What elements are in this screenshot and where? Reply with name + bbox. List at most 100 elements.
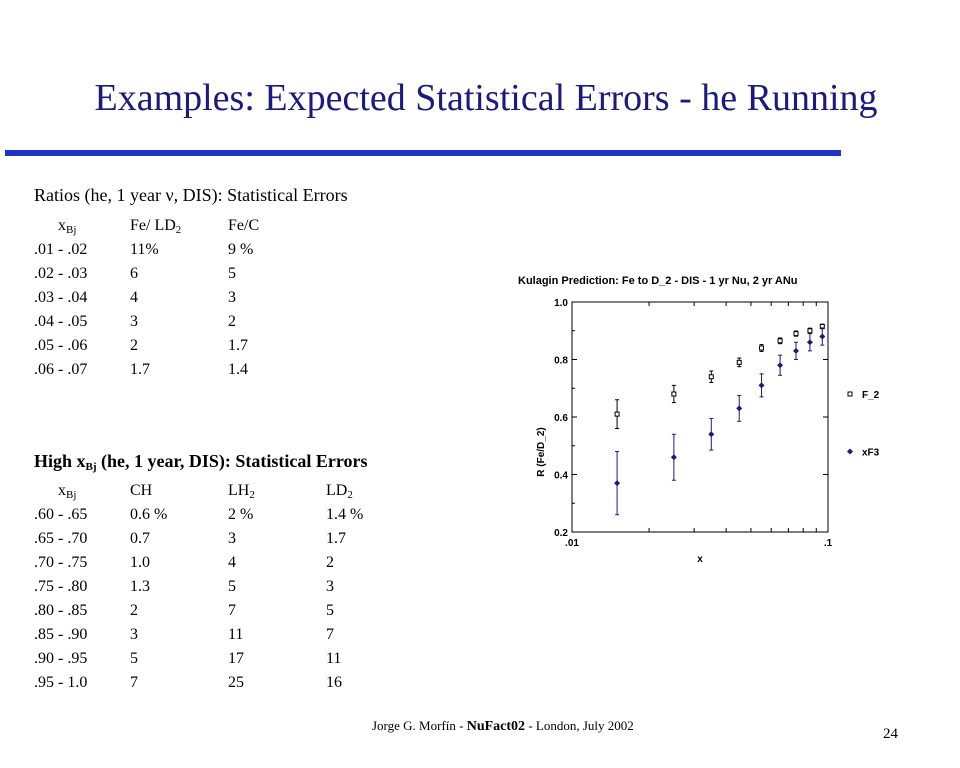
high-x-cell: 2 — [130, 602, 138, 619]
high-x-header-row: xBj CH LH2 LD2 — [34, 481, 406, 505]
y-axis-label: R (Fe/D_2) — [536, 427, 547, 476]
data-point-f2 — [759, 345, 765, 351]
high-x-cell: 7 — [130, 674, 138, 691]
footer-author: Jorge G. Morfín - — [372, 718, 464, 733]
data-point-f2 — [777, 338, 783, 344]
data-point-xf3 — [806, 339, 813, 346]
data-point-f2 — [793, 331, 799, 337]
high-x-col-x: xBj — [34, 481, 130, 505]
low-x-cell: 1.4 — [228, 361, 248, 378]
high-x-col-ld: LD2 — [326, 481, 406, 505]
footer-rest: - London, July 2002 — [528, 718, 634, 733]
x-axis-label: x — [697, 554, 703, 565]
data-point-xf3 — [777, 362, 784, 369]
low-x-header-row: xBj Fe/ LD2 Fe/C — [34, 216, 326, 240]
low-x-cell: 2 — [228, 313, 236, 330]
y-tick-label: 0.2 — [554, 528, 568, 539]
high-x-row: .70 - .75 1.0 4 2 — [34, 553, 406, 577]
data-point-f2 — [807, 328, 813, 334]
data-point-f2 — [614, 411, 620, 417]
low-x-col-x: xBj — [34, 216, 130, 240]
legend-label: F_2 — [862, 390, 880, 401]
high-x-cell: 5 — [326, 602, 334, 619]
col-lh-sub: 2 — [249, 489, 255, 501]
col-lh-label: LH — [228, 482, 250, 499]
high-x-cell: 11 — [326, 650, 342, 667]
high-x-cell: .75 - .80 — [34, 578, 88, 595]
low-x-heading-post: , DIS): Statistical Errors — [173, 185, 348, 205]
high-x-cell: .85 - .90 — [34, 626, 88, 643]
footer: Jorge G. Morfín - NuFact02 - London, Jul… — [372, 718, 634, 735]
low-x-cell: .06 - .07 — [34, 361, 88, 378]
high-x-cell: .70 - .75 — [34, 554, 88, 571]
high-x-cell: 3 — [228, 530, 236, 547]
data-point-xf3 — [614, 480, 621, 487]
data-point-xf3 — [793, 347, 800, 354]
high-x-heading: High xBj (he, 1 year, DIS): Statistical … — [34, 451, 368, 473]
col-fe-ld-sub: 2 — [175, 224, 182, 236]
data-point-f2 — [736, 359, 742, 365]
low-x-row: .04 - .05 3 2 — [34, 312, 326, 336]
low-x-heading-pre: Ratios (he, 1 year — [34, 185, 166, 205]
high-x-heading-post: (he, 1 year, DIS): Statistical Errors — [96, 451, 368, 471]
low-x-cell: .02 - .03 — [34, 265, 88, 282]
high-x-cell: 3 — [130, 626, 138, 643]
high-x-cell: 2 — [326, 554, 334, 571]
x-tick-label: .01 — [565, 538, 579, 549]
high-x-row: .95 - 1.0 7 25 16 — [34, 673, 406, 697]
high-x-row: .60 - .65 0.6 % 2 % 1.4 % — [34, 505, 406, 529]
y-tick-label: 1.0 — [554, 298, 568, 309]
high-x-row: .80 - .85 2 7 5 — [34, 601, 406, 625]
y-tick-label: 0.8 — [554, 356, 568, 367]
low-x-cell: 5 — [228, 265, 236, 282]
y-tick-label: 0.4 — [554, 471, 568, 482]
low-x-row: .03 - .04 4 3 — [34, 288, 326, 312]
legend-marker-f2 — [847, 391, 853, 397]
col-fe-ld-label: Fe/ LD — [130, 217, 176, 234]
high-x-cell: .90 - .95 — [34, 650, 88, 667]
plot-frame — [571, 301, 829, 533]
low-x-row: .05 - .06 2 1.7 — [34, 336, 326, 360]
legend-label: xF3 — [862, 448, 880, 459]
low-x-cell: .03 - .04 — [34, 289, 88, 306]
nu-symbol: ν — [165, 185, 174, 205]
low-x-cell: 1.7 — [228, 337, 248, 354]
col-x-label: x — [58, 482, 66, 499]
low-x-table: xBj Fe/ LD2 Fe/C .01 - .02 11% 9 % .02 - .0… — [34, 216, 326, 384]
low-x-cell: 9 % — [228, 241, 254, 258]
col-x-sub: Bj — [66, 224, 77, 236]
page-number: 24 — [883, 726, 898, 742]
data-point-xf3 — [758, 382, 765, 389]
high-x-cell: 2 % — [228, 506, 254, 523]
high-x-cell: 7 — [228, 602, 236, 619]
data-point-xf3 — [819, 333, 826, 340]
low-x-cell: 11% — [130, 241, 159, 258]
high-x-cell: 1.7 — [326, 530, 346, 547]
high-x-cell: .65 - .70 — [34, 530, 88, 547]
kulagin-chart: Kulagin Prediction: Fe to D_2 - DIS - 1 … — [518, 275, 880, 565]
high-x-cell: .95 - 1.0 — [34, 674, 88, 691]
title-underline — [5, 150, 841, 156]
high-x-row: .75 - .80 1.3 5 3 — [34, 577, 406, 601]
low-x-row: .01 - .02 11% 9 % — [34, 240, 326, 264]
col-x-sub: Bj — [66, 489, 77, 501]
chart-title: Kulagin Prediction: Fe to D_2 - DIS - 1 … — [518, 275, 798, 287]
high-x-cell: 0.6 % — [130, 506, 168, 523]
data-point-f2 — [708, 374, 714, 380]
high-x-cell: 1.0 — [130, 554, 150, 571]
high-x-row: .65 - .70 0.7 3 1.7 — [34, 529, 406, 553]
col-ld-sub: 2 — [347, 489, 353, 501]
high-x-cell: 5 — [130, 650, 138, 667]
low-x-col-fe-ld: Fe/ LD2 — [130, 216, 228, 240]
data-point-xf3 — [708, 431, 715, 438]
footer-conference: NuFact02 — [466, 719, 526, 734]
low-x-cell: 3 — [130, 313, 138, 330]
high-x-cell: 25 — [228, 674, 244, 691]
data-point-xf3 — [670, 454, 677, 461]
low-x-cell: 3 — [228, 289, 236, 306]
high-x-heading-sub: Bj — [85, 461, 97, 473]
high-x-cell: .60 - .65 — [34, 506, 88, 523]
high-x-heading-pre: High x — [34, 451, 86, 471]
high-x-cell: 4 — [228, 554, 236, 571]
low-x-cell: .01 - .02 — [34, 241, 88, 258]
